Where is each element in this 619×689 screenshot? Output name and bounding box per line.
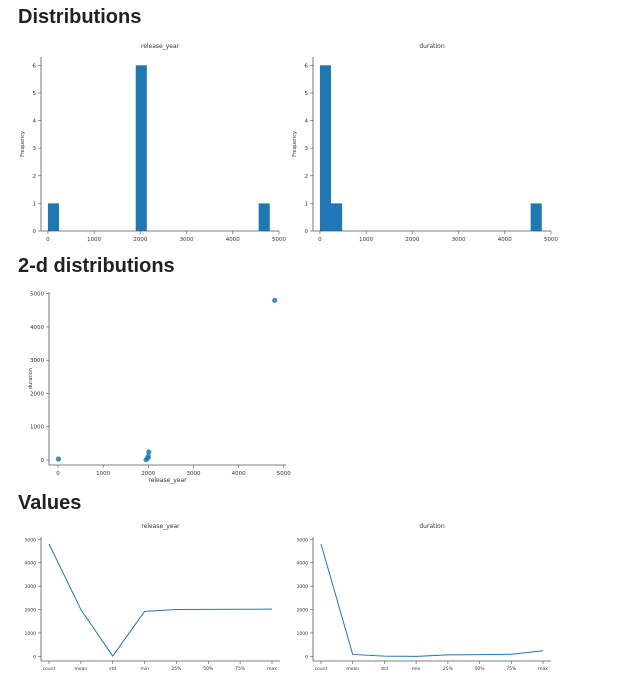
x-tick-label: 4000 [498,237,512,243]
y-axis-label: duration [28,368,34,389]
y-tick-label: 0 [33,229,37,235]
x-tick-label: max [538,667,548,672]
y-tick-label: 6 [305,63,309,69]
histogram-bar [530,203,542,231]
x-tick-label: mean [346,667,359,672]
x-tick-label: 0 [46,237,50,243]
x-tick-label: 3000 [186,471,200,477]
y-tick-label: 5 [33,91,37,97]
x-tick-label: 0 [318,237,322,243]
hist-duration-group: 0 1 2 3 4 5 6 0 1000 2000 3000 4000 5000 duration Freq… [292,43,558,243]
y-axis-label: Frequency [20,131,26,157]
x-tick-label: min [140,666,149,672]
scatter-point [146,449,152,455]
x-tick-label: 3000 [180,237,194,243]
y-tick-label: 5 [305,91,309,97]
x-tick-label: 25% [443,666,454,672]
scatter-point [145,453,151,459]
y-tick-label: 2000 [25,608,37,614]
x-tick-label: min [412,666,421,672]
histogram-bar [331,203,343,231]
scatter-point [272,297,278,303]
y-tick-label: 5000 [297,537,309,543]
chart-title: duration [419,523,444,530]
y-tick-label: 4000 [297,561,309,567]
x-tick-label: 0 [56,471,60,477]
chart-title: release_year [141,43,180,50]
scatter-point [55,456,61,462]
y-tick-label: 4000 [30,325,44,331]
y-tick-label: 3000 [25,584,37,590]
y-tick-label: 0 [305,229,309,235]
scatter-2d-group: 0 1000 2000 3000 4000 5000 0 1000 2000 3000 4000 50… [28,292,291,484]
series-line [320,543,544,657]
y-tick-label: 1000 [25,631,37,637]
x-tick-label: 4000 [232,471,246,477]
y-tick-label: 4 [305,119,309,125]
y-tick-label: 2 [33,174,37,180]
y-tick-label: 1 [305,201,309,207]
y-tick-label: 0 [305,654,308,660]
x-tick-label: 5000 [272,237,286,243]
histogram-bar [258,203,270,231]
y-tick-label: 1000 [30,425,44,431]
y-axis-label: Frequency [292,131,298,157]
y-tick-label: 5000 [25,537,37,543]
x-tick-label: 5000 [277,471,291,477]
x-tick-label: 50% [203,666,214,672]
x-tick-label: 1000 [96,471,110,477]
x-tick-label: 50% [475,666,486,672]
x-tick-label: 75% [235,666,246,672]
x-tick-label: 5000 [544,237,558,243]
two-d-distributions-heading: 2-d distributions [18,255,175,277]
distributions-heading: Distributions [18,6,142,28]
y-tick-label: 1 [33,201,37,207]
x-tick-label: 1000 [359,237,373,243]
chart-title: release_year [141,523,180,530]
histogram-bar [319,65,332,232]
y-tick-label: 1000 [297,631,309,637]
x-tick-label: 4000 [226,237,240,243]
hist-release-year-group: 0 1 2 3 4 5 6 0 1000 2000 3000 4000 5000 release_year… [20,43,286,243]
x-tick-label: std [109,666,116,672]
y-tick-label: 4 [33,119,37,125]
x-axis-label: release_year [148,477,187,484]
x-tick-label: 75% [506,666,517,672]
y-tick-label: 6 [33,63,37,69]
y-tick-label: 3000 [30,358,44,364]
x-tick-label: std [381,666,388,672]
y-tick-label: 0 [41,458,45,464]
y-tick-label: 2 [305,174,309,180]
y-tick-label: 2000 [30,391,44,397]
x-tick-label: 3000 [452,237,466,243]
x-tick-label: 25% [171,666,182,672]
x-tick-label: 1000 [87,237,101,243]
y-tick-label: 3 [305,146,309,152]
x-tick-label: 2000 [141,471,155,477]
y-tick-label: 3 [33,146,37,152]
y-tick-label: 4000 [25,561,37,567]
x-tick-label: 2000 [405,237,419,243]
x-tick-label: mean [74,667,87,672]
values-heading: Values [18,492,82,514]
y-tick-label: 0 [33,654,36,660]
histogram-bar [47,203,60,231]
chart-title: duration [419,43,444,50]
histogram-bar [135,65,147,232]
series-line [48,543,273,657]
x-tick-label: 2000 [133,237,147,243]
x-tick-label: count [43,666,56,672]
x-tick-label: max [267,667,277,672]
y-tick-label: 5000 [30,292,44,298]
y-tick-label: 3000 [297,584,309,590]
line-duration-group: 0 1000 2000 3000 4000 5000 duration count mean st… [297,523,551,672]
y-tick-label: 2000 [297,608,309,614]
x-tick-label: count [315,666,328,672]
